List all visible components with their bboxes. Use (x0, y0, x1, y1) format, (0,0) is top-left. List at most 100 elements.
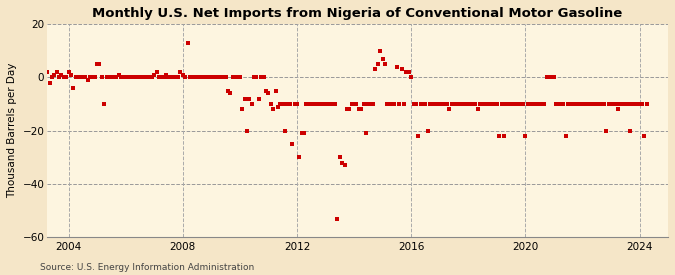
Point (139, 75, 150, 79)
Point (632, 102, 643, 106)
Point (443, 107, 454, 111)
Point (163, 75, 174, 79)
Point (130, 75, 140, 79)
Point (101, 75, 112, 79)
Point (47, 75, 57, 79)
Point (315, 102, 326, 106)
Point (44, 80, 55, 85)
Point (358, 102, 369, 106)
Point (439, 102, 450, 106)
Point (520, 134, 531, 138)
Point (75, 75, 86, 79)
Point (394, 102, 404, 106)
Point (242, 128, 252, 133)
Point (56, 72, 67, 77)
Point (204, 75, 215, 79)
Point (458, 102, 469, 106)
Point (259, 75, 269, 79)
Point (518, 102, 529, 106)
Point (323, 102, 333, 106)
Point (404, 70, 414, 74)
Point (282, 102, 293, 106)
Point (97, 75, 107, 79)
Point (294, 155, 304, 160)
Point (373, 62, 383, 66)
Point (618, 102, 628, 106)
Point (120, 75, 131, 79)
Point (449, 102, 460, 106)
Point (504, 102, 514, 106)
Point (232, 75, 243, 79)
Point (61, 75, 72, 79)
Point (103, 75, 114, 79)
Point (622, 102, 633, 106)
Point (546, 75, 557, 79)
Point (579, 102, 590, 106)
Point (375, 48, 385, 53)
Point (554, 102, 564, 106)
Point (220, 75, 231, 79)
Point (211, 75, 221, 79)
Point (387, 102, 398, 106)
Point (574, 102, 585, 106)
Point (406, 75, 416, 79)
Point (413, 134, 424, 138)
Point (161, 72, 171, 77)
Point (401, 70, 412, 74)
Point (539, 102, 549, 106)
Point (111, 75, 122, 79)
Point (589, 102, 599, 106)
Point (568, 102, 578, 106)
Point (230, 75, 240, 79)
Point (354, 107, 364, 111)
Point (180, 75, 190, 79)
Point (327, 102, 338, 106)
Point (613, 107, 624, 111)
Point (318, 102, 329, 106)
Point (244, 97, 254, 101)
Point (82, 78, 93, 82)
Point (537, 102, 547, 106)
Point (73, 75, 84, 79)
Point (429, 102, 440, 106)
Point (527, 102, 538, 106)
Point (184, 75, 195, 79)
Point (365, 102, 376, 106)
Point (524, 102, 535, 106)
Point (496, 102, 507, 106)
Point (284, 102, 295, 106)
Point (261, 88, 271, 93)
Point (213, 75, 224, 79)
Point (142, 75, 153, 79)
Point (603, 102, 614, 106)
Point (225, 91, 236, 95)
Point (456, 102, 466, 106)
Point (420, 102, 431, 106)
Point (308, 102, 319, 106)
Point (594, 102, 605, 106)
Point (132, 75, 143, 79)
Point (59, 75, 70, 79)
Point (189, 75, 200, 79)
Point (425, 102, 435, 106)
Title: Monthly U.S. Net Imports from Nigeria of Conventional Motor Gasoline: Monthly U.S. Net Imports from Nigeria of… (92, 7, 623, 20)
Point (218, 75, 229, 79)
Point (356, 107, 367, 111)
Point (175, 70, 186, 74)
Point (608, 102, 619, 106)
Point (563, 102, 574, 106)
Point (482, 102, 493, 106)
Point (201, 75, 212, 79)
Point (408, 102, 419, 106)
Point (515, 102, 526, 106)
Point (377, 56, 388, 61)
Point (51, 70, 62, 74)
Point (198, 75, 209, 79)
Point (268, 107, 279, 111)
Point (344, 107, 354, 111)
Point (87, 75, 98, 79)
Point (629, 102, 640, 106)
Point (227, 75, 238, 79)
Point (310, 102, 321, 106)
Point (332, 216, 343, 221)
